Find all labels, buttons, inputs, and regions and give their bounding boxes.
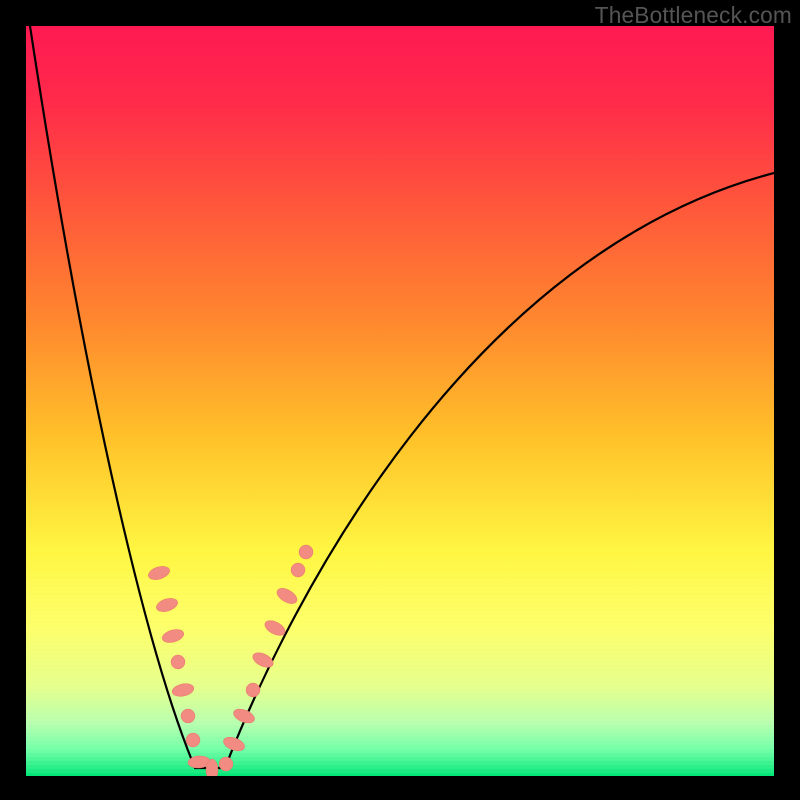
chart-svg bbox=[0, 0, 800, 800]
curve-marker bbox=[246, 683, 260, 697]
watermark-text: TheBottleneck.com bbox=[595, 2, 792, 29]
curve-marker bbox=[186, 733, 200, 747]
curve-marker bbox=[171, 655, 185, 669]
curve-marker bbox=[291, 563, 305, 577]
curve-marker bbox=[299, 545, 313, 559]
curve-marker bbox=[219, 757, 233, 771]
curve-marker bbox=[181, 709, 195, 723]
chart-stage: TheBottleneck.com bbox=[0, 0, 800, 800]
